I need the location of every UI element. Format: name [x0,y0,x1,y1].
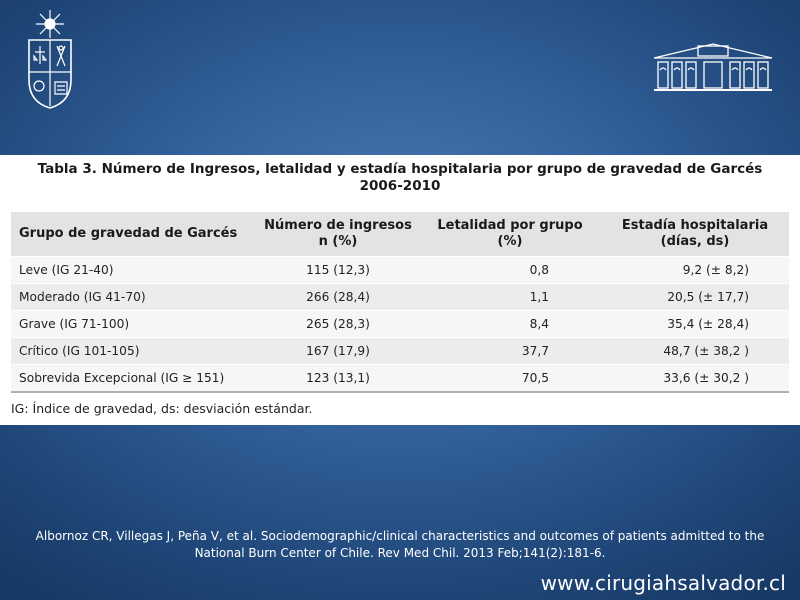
header-lethality-line2: (%) [497,234,523,249]
header-lethality-line1: Letalidad por grupo [437,218,583,233]
cell-stay: 48,7 (± 38,2 ) [601,337,789,365]
hospital-building-icon [653,43,773,91]
table-caption: Tabla 3. Número de Ingresos, letalidad y… [20,161,780,195]
header-cell-group: Grupo de gravedad de Garcés [11,212,257,257]
cell-group: Crítico (IG 101-105) [11,337,257,365]
header-cell-admissions: Número de ingresos n (%) [257,212,419,257]
cell-lethality: 0,8 [419,256,601,284]
caption-line-1: Tabla 3. Número de Ingresos, letalidad y… [37,161,763,177]
cell-group: Leve (IG 21-40) [11,256,257,284]
cell-lethality: 70,5 [419,364,601,393]
cell-group: Grave (IG 71-100) [11,310,257,338]
website-url: www.cirugiahsalvador.cl [540,571,786,595]
cell-group: Moderado (IG 41-70) [11,283,257,311]
header-cell-stay: Estadía hospitalaria (días, ds) [601,212,789,257]
table-row: Crítico (IG 101-105) 167 (17,9) 37,7 48,… [11,337,789,365]
table-panel: Tabla 3. Número de Ingresos, letalidad y… [0,155,800,425]
cell-group: Sobrevida Excepcional (IG ≥ 151) [11,364,257,393]
cell-lethality: 37,7 [419,337,601,365]
table-row: Sobrevida Excepcional (IG ≥ 151) 123 (13… [11,364,789,393]
citation-reference: Albornoz CR, Villegas J, Peña V, et al. … [10,528,790,562]
reference-line-2: National Burn Center of Chile. Rev Med C… [194,546,606,560]
cell-admissions: 265 (28,3) [257,310,419,338]
cell-stay: 35,4 (± 28,4) [601,310,789,338]
header-admissions-line1: Número de ingresos [264,218,412,233]
header-admissions-line2: n (%) [318,234,358,249]
table-row: Moderado (IG 41-70) 266 (28,4) 1,1 20,5 … [11,283,789,311]
table-header-row: Grupo de gravedad de Garcés Número de in… [11,212,789,257]
header-group-label: Grupo de gravedad de Garcés [19,226,238,241]
cell-stay: 20,5 (± 17,7) [601,283,789,311]
header-stay-line1: Estadía hospitalaria [621,218,769,233]
cell-stay: 33,6 (± 30,2 ) [601,364,789,393]
header-cell-lethality: Letalidad por grupo (%) [419,212,601,257]
university-crest-icon [28,10,72,109]
cell-admissions: 115 (12,3) [257,256,419,284]
caption-line-2: 2006-2010 [359,178,441,194]
data-table: Grupo de gravedad de Garcés Número de in… [11,212,789,393]
table-row: Grave (IG 71-100) 265 (28,3) 8,4 35,4 (±… [11,310,789,338]
cell-admissions: 167 (17,9) [257,337,419,365]
cell-stay: 9,2 (± 8,2) [601,256,789,284]
cell-lethality: 1,1 [419,283,601,311]
cell-lethality: 8,4 [419,310,601,338]
table-row: Leve (IG 21-40) 115 (12,3) 0,8 9,2 (± 8,… [11,256,789,284]
table-footnote: IG: Índice de gravedad, ds: desviación e… [11,401,313,416]
cell-admissions: 266 (28,4) [257,283,419,311]
header-stay-line2: (días, ds) [660,234,730,249]
reference-line-1: Albornoz CR, Villegas J, Peña V, et al. … [35,529,765,543]
cell-admissions: 123 (13,1) [257,364,419,393]
